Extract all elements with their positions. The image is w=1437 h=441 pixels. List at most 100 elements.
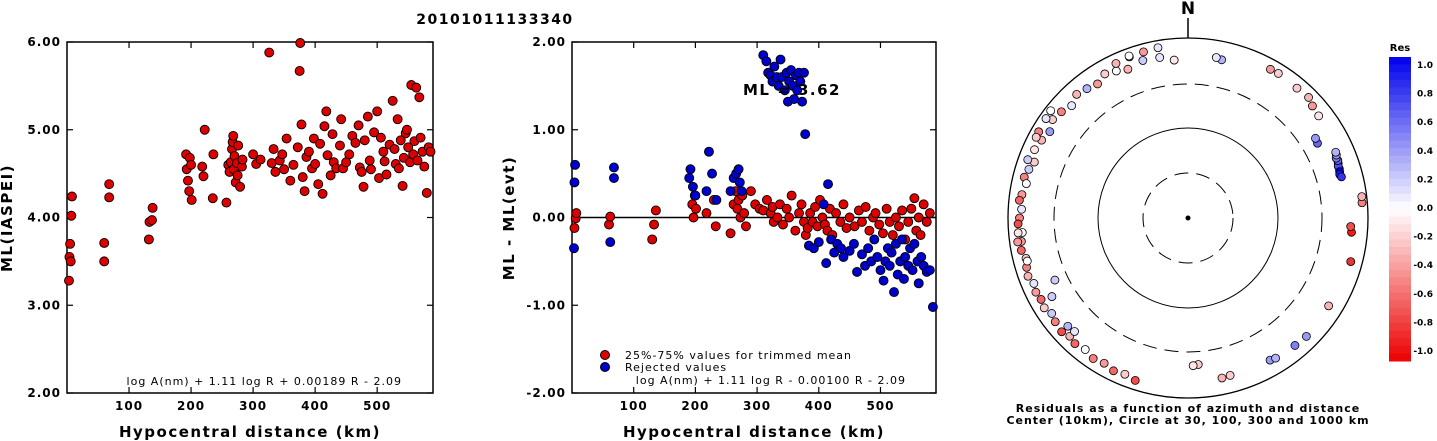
polar-data-point <box>1153 43 1163 53</box>
middle-data-point <box>835 216 846 227</box>
polar-data-point <box>1093 79 1102 89</box>
polar-data-point <box>1015 195 1024 205</box>
middle-data-point <box>836 243 846 254</box>
polar-data-point <box>1109 366 1118 376</box>
polar-data-point <box>1331 147 1341 157</box>
left-x-tick-label: 300 <box>239 399 267 413</box>
left-data-point <box>350 137 361 148</box>
middle-data-point <box>605 211 616 222</box>
middle-data-point <box>790 225 801 236</box>
middle-data-point <box>684 173 695 183</box>
left-data-point <box>303 146 314 157</box>
polar-data-point <box>1111 59 1121 68</box>
left-data-point <box>186 159 197 170</box>
left-data-point <box>67 191 77 202</box>
polar-caption-line-1: Residuals as a function of azimuth and d… <box>1016 402 1360 415</box>
polar-data-point <box>1031 132 1041 142</box>
middle-data-point <box>775 54 786 65</box>
colorbar-tick-label: 0.4 <box>1417 147 1433 157</box>
middle-data-point <box>792 85 803 96</box>
polar-data-point <box>1013 228 1023 238</box>
colorbar-tick-label: -1.0 <box>1413 347 1433 357</box>
colorbar-segment <box>1389 163 1411 172</box>
left-data-point <box>381 169 392 180</box>
polar-data-point <box>1169 55 1179 65</box>
left-data-point <box>255 154 266 165</box>
colorbar-title: Res <box>1390 43 1410 54</box>
middle-data-point <box>887 230 898 241</box>
colorbar-segment <box>1389 262 1411 271</box>
polar-data-point <box>1188 361 1198 371</box>
left-data-points <box>64 38 436 286</box>
middle-data-point <box>864 225 875 236</box>
middle-data-point <box>913 212 924 223</box>
polar-data-point <box>1050 275 1060 285</box>
left-data-point <box>364 155 375 166</box>
left-data-point <box>389 144 400 155</box>
colorbar-segment <box>1389 133 1411 142</box>
polar-data-point <box>1023 155 1033 165</box>
polar-data-point <box>1088 354 1098 363</box>
middle-data-point <box>609 162 619 173</box>
left-data-point <box>147 202 158 213</box>
polar-data-point <box>1036 295 1046 304</box>
colorbar-segment <box>1389 323 1411 332</box>
middle-y-tick-label: -1.00 <box>526 298 566 312</box>
left-data-point <box>268 144 279 155</box>
left-data-point <box>313 179 324 190</box>
colorbar-segment <box>1389 231 1411 240</box>
polar-data-point <box>1080 345 1090 354</box>
middle-data-point <box>927 302 938 312</box>
left-data-point <box>248 149 259 160</box>
left-x-ticks: 100 200 300 400 500 <box>115 42 391 413</box>
colorbar-segment <box>1389 269 1411 278</box>
colorbar-segment <box>1389 125 1411 134</box>
polar-data-point <box>1225 370 1235 380</box>
middle-data-point <box>897 205 908 216</box>
middle-data-point <box>818 199 829 210</box>
left-data-point <box>315 138 326 149</box>
colorbar-labels: 1.0 0.8 0.6 0.4 0.2 0.0 -0.2 -0.4 -0.6 -0.8 -1.0 <box>1413 61 1433 357</box>
circle-30km <box>1142 172 1234 264</box>
polar-data-point <box>1063 321 1073 331</box>
polar-data-point <box>1357 192 1367 202</box>
left-x-tick-label: 200 <box>177 399 205 413</box>
left-data-point <box>295 38 306 48</box>
polar-data-point <box>1138 56 1148 65</box>
left-data-point <box>356 166 367 177</box>
middle-y-tick-label: 0.00 <box>532 211 566 225</box>
left-x-tick-label: 400 <box>301 399 329 413</box>
middle-data-point <box>877 228 888 239</box>
middle-data-point <box>852 266 862 277</box>
middle-data-point <box>924 265 935 276</box>
middle-x-tick-label: 400 <box>805 399 833 413</box>
middle-data-point <box>688 212 699 223</box>
left-data-point <box>270 166 281 177</box>
middle-data-point <box>571 208 582 219</box>
middle-data-point <box>838 252 849 262</box>
middle-data-point <box>875 265 886 276</box>
colorbar-tick-label: -0.8 <box>1413 318 1433 328</box>
colorbar-tick-label: -0.2 <box>1413 233 1433 243</box>
middle-x-tick-label: 100 <box>620 399 648 413</box>
middle-data-point <box>779 85 790 96</box>
polar-data-point <box>1304 93 1313 102</box>
middle-data-point <box>762 194 772 205</box>
polar-data-point <box>1099 358 1109 368</box>
left-data-point <box>425 146 436 157</box>
legend-marker-rejected <box>600 362 610 372</box>
colorbar-segment <box>1389 201 1411 210</box>
colorbar-tick-label: 0.6 <box>1417 118 1433 128</box>
polar-data-point <box>1155 53 1165 62</box>
colorbar-segment <box>1389 87 1411 96</box>
polar-data-point <box>1346 257 1356 267</box>
legend-marker-trimmed <box>600 350 610 360</box>
middle-data-point <box>890 212 901 223</box>
left-x-tick-label: 500 <box>363 399 391 413</box>
figure-title: 20101011133340 <box>416 12 573 28</box>
colorbar-segment <box>1389 307 1411 316</box>
center-point <box>1185 215 1191 221</box>
middle-data-point <box>844 212 855 223</box>
middle-data-point <box>894 221 904 232</box>
middle-data-point <box>848 238 859 249</box>
